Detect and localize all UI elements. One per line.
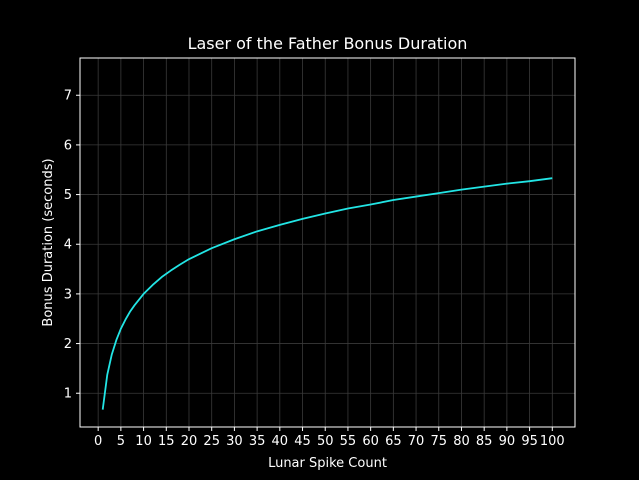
x-tick-label: 55: [340, 434, 357, 449]
grid-lines: [80, 58, 575, 427]
x-tick-label: 40: [272, 434, 289, 449]
x-tick-label: 0: [94, 434, 102, 449]
x-tick-label: 35: [249, 434, 266, 449]
y-tick-label: 7: [64, 89, 72, 104]
x-tick-label: 65: [385, 434, 402, 449]
x-tick-label: 10: [135, 434, 152, 449]
y-tick-label: 4: [64, 238, 72, 253]
x-tick-label: 75: [430, 434, 447, 449]
y-axis-ticks: 1 2 3 4 5 6 7: [64, 89, 80, 402]
plot-frame: [79, 57, 576, 428]
x-tick-label: 85: [476, 434, 493, 449]
series-line: [101, 177, 553, 410]
x-tick-label: 50: [317, 434, 334, 449]
y-tick-label: 2: [64, 337, 72, 352]
x-tick-label: 25: [203, 434, 220, 449]
x-tick-label: 95: [521, 434, 538, 449]
y-tick-label: 3: [64, 287, 72, 302]
x-tick-label: 5: [117, 434, 125, 449]
y-tick-label: 5: [64, 188, 72, 203]
x-tick-label: 70: [408, 434, 425, 449]
series-layer: [101, 177, 553, 410]
x-tick-label: 30: [226, 434, 243, 449]
x-tick-label: 90: [499, 434, 516, 449]
y-tick-label: 1: [64, 387, 72, 402]
x-axis-label: Lunar Spike Count: [268, 456, 387, 471]
x-tick-label: 60: [362, 434, 379, 449]
y-tick-label: 6: [64, 138, 72, 153]
x-tick-label: 15: [158, 434, 175, 449]
x-tick-label: 100: [540, 434, 565, 449]
x-axis-ticks: 0 5 10 15 20 25 30 35 40 45 50 55 60 65 70 75 80 85 90 95 10…: [94, 427, 565, 449]
x-tick-label: 45: [294, 434, 311, 449]
y-axis-label: Bonus Duration (seconds): [41, 158, 56, 326]
x-tick-label: 20: [181, 434, 198, 449]
chart-title: Laser of the Father Bonus Duration: [188, 34, 468, 53]
x-tick-label: 80: [453, 434, 470, 449]
